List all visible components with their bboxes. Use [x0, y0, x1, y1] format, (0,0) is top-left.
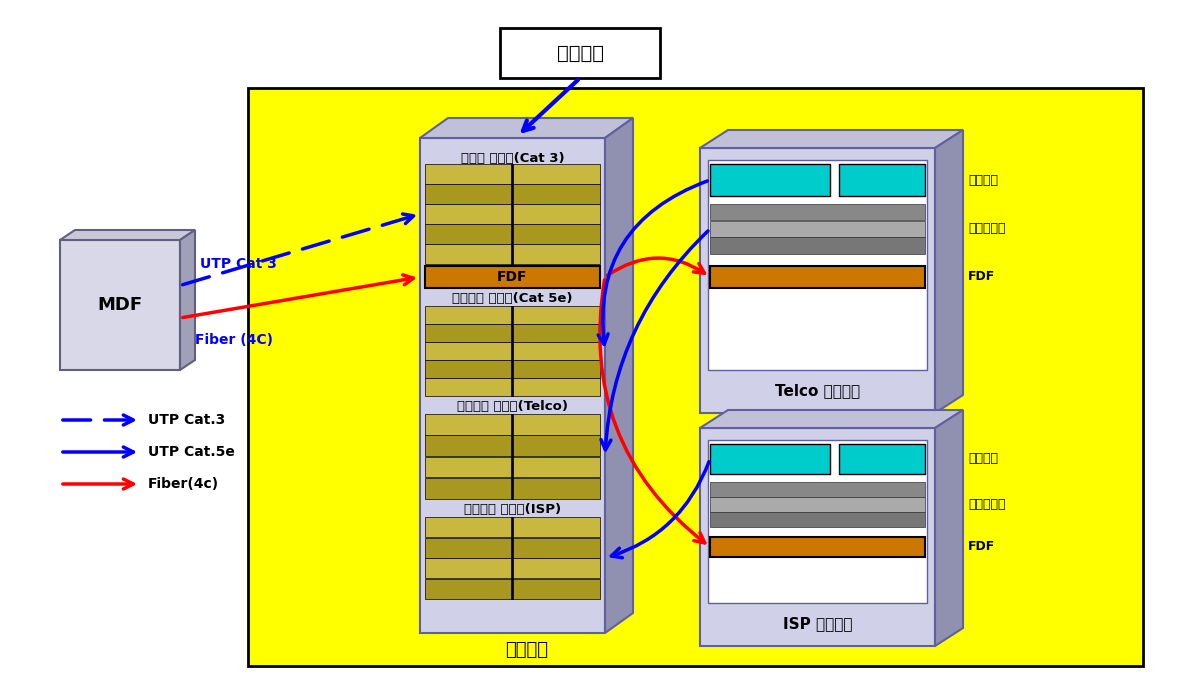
Polygon shape: [425, 306, 600, 323]
Text: UTP Cat.5e: UTP Cat.5e: [148, 445, 235, 459]
Text: Telco 동장비함: Telco 동장비함: [774, 383, 860, 399]
Polygon shape: [425, 204, 600, 223]
Polygon shape: [709, 440, 927, 603]
Polygon shape: [425, 414, 600, 435]
Text: UTP Cat.3: UTP Cat.3: [148, 413, 225, 427]
Polygon shape: [710, 266, 925, 288]
Polygon shape: [425, 342, 600, 359]
Polygon shape: [605, 118, 633, 633]
Text: 패치패널: 패치패널: [967, 174, 998, 186]
Polygon shape: [425, 558, 600, 578]
Polygon shape: [425, 378, 600, 396]
Text: 스위칭용 단자대(ISP): 스위칭용 단자대(ISP): [464, 503, 561, 516]
Text: ISP 동장비함: ISP 동장비함: [783, 616, 852, 632]
Polygon shape: [425, 436, 600, 456]
Polygon shape: [700, 130, 963, 148]
Polygon shape: [60, 230, 195, 240]
Text: 데이터용 단자대(Cat 5e): 데이터용 단자대(Cat 5e): [452, 292, 573, 305]
Polygon shape: [935, 410, 963, 646]
Text: Fiber(4c): Fiber(4c): [148, 477, 219, 491]
Polygon shape: [709, 160, 927, 370]
Text: Fiber (4C): Fiber (4C): [195, 333, 273, 347]
Polygon shape: [425, 164, 600, 184]
Polygon shape: [700, 148, 935, 413]
Polygon shape: [710, 221, 925, 237]
Polygon shape: [700, 410, 963, 428]
Polygon shape: [511, 306, 513, 396]
Polygon shape: [511, 517, 513, 599]
Polygon shape: [839, 444, 925, 474]
Text: FDF: FDF: [497, 270, 527, 284]
Polygon shape: [425, 456, 600, 477]
Polygon shape: [710, 512, 925, 526]
Polygon shape: [511, 164, 513, 264]
Polygon shape: [500, 28, 660, 78]
Polygon shape: [425, 184, 600, 204]
Text: 스위칭허브: 스위칭허브: [967, 223, 1005, 235]
Text: 전화용 단자대(Cat 3): 전화용 단자대(Cat 3): [460, 152, 564, 165]
Text: 층단자함: 층단자함: [557, 43, 604, 63]
Polygon shape: [935, 130, 963, 413]
Text: 패치패널: 패치패널: [967, 452, 998, 466]
Text: FDF: FDF: [967, 540, 996, 554]
Polygon shape: [248, 88, 1143, 666]
Text: 스위칭허브: 스위칭허브: [967, 498, 1005, 511]
Text: 스위칭용 단자대(Telco): 스위칭용 단자대(Telco): [457, 400, 568, 413]
Text: MDF: MDF: [98, 296, 142, 314]
Polygon shape: [425, 244, 600, 264]
Polygon shape: [710, 164, 831, 196]
Text: FDF: FDF: [967, 271, 996, 283]
Polygon shape: [180, 230, 195, 370]
Polygon shape: [700, 428, 935, 646]
Polygon shape: [420, 138, 605, 633]
Polygon shape: [425, 224, 600, 244]
Polygon shape: [425, 360, 600, 378]
Polygon shape: [710, 537, 925, 557]
Polygon shape: [511, 414, 513, 499]
Polygon shape: [425, 324, 600, 341]
Polygon shape: [425, 266, 600, 288]
Text: 동단자반: 동단자반: [505, 641, 548, 659]
Polygon shape: [425, 517, 600, 537]
Polygon shape: [60, 240, 180, 370]
Polygon shape: [420, 118, 633, 138]
Polygon shape: [710, 497, 925, 512]
Polygon shape: [710, 482, 925, 496]
Polygon shape: [710, 237, 925, 253]
Polygon shape: [425, 579, 600, 598]
Text: UTP Cat 3: UTP Cat 3: [200, 256, 277, 271]
Polygon shape: [839, 164, 925, 196]
Polygon shape: [425, 477, 600, 498]
Polygon shape: [710, 204, 925, 220]
Polygon shape: [425, 537, 600, 558]
Polygon shape: [710, 444, 831, 474]
